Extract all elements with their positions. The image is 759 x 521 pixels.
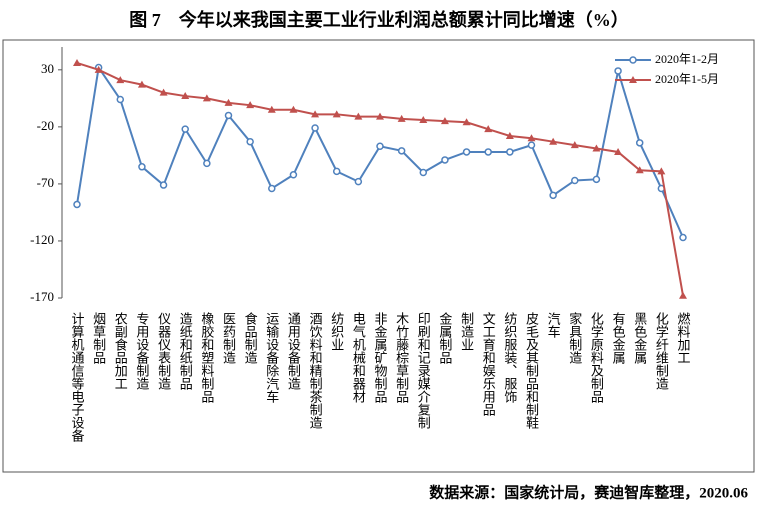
data-point (592, 144, 601, 152)
data-point (549, 137, 558, 145)
data-point (484, 148, 492, 156)
y-tick-label: 30 (41, 61, 54, 76)
data-point (159, 88, 168, 96)
data-point (635, 139, 644, 147)
data-point (614, 147, 623, 155)
data-point (440, 117, 449, 125)
x-tick-label: 橡胶和塑料制品 (199, 312, 214, 403)
data-point (679, 233, 687, 242)
data-point (267, 105, 276, 113)
x-tick-label: 烟草制品 (91, 312, 106, 364)
data-point (505, 131, 514, 139)
data-point (397, 147, 406, 155)
x-tick-label: 燃料加工 (676, 311, 691, 364)
y-tick-label: -20 (37, 118, 54, 133)
data-point (94, 65, 103, 73)
chart-frame (2, 39, 755, 473)
x-tick-label: 制造业 (459, 312, 474, 351)
legend-marker (629, 56, 637, 64)
x-tick-label: 农副食品加工 (113, 312, 128, 390)
y-tick-label: -170 (30, 289, 54, 304)
x-tick-label: 纺织服装、服饰 (502, 312, 517, 403)
data-point (159, 181, 168, 189)
data-point (181, 125, 189, 133)
x-tick-label: 酒饮料和精制茶制造 (308, 312, 323, 430)
x-tick-label: 木竹藤棕草制品 (394, 312, 409, 403)
x-tick-label: 计算机通信等电子设备 (70, 312, 85, 443)
y-tick-label: -70 (37, 175, 54, 190)
data-point (202, 94, 211, 102)
x-tick-label: 造纸和纸制品 (178, 312, 193, 390)
data-point (268, 184, 276, 193)
x-tick-label: 金属制品 (437, 311, 452, 364)
data-point (506, 148, 514, 156)
legend-label: 2020年1-5月 (655, 72, 719, 86)
data-point (571, 176, 579, 185)
data-point (224, 111, 233, 120)
data-point (354, 177, 363, 186)
data-point (527, 134, 536, 142)
data-point (332, 167, 341, 176)
data-point (354, 112, 363, 120)
x-tick-label: 通用设备制造 (286, 312, 301, 391)
x-tick-label: 皮毛及其制品和制鞋 (524, 312, 539, 429)
legend-label: 2020年1-2月 (655, 52, 719, 66)
x-tick-label: 印刷和记录媒介复制 (416, 312, 431, 429)
data-point (289, 105, 298, 113)
x-tick-label: 家具制造 (567, 311, 582, 365)
source-note: 数据来源：国家统计局，赛迪智库整理，2020.06 (429, 483, 748, 501)
data-point (73, 58, 81, 66)
x-tick-label: 化学纤维制造 (654, 312, 669, 391)
data-point (484, 125, 493, 133)
data-point (332, 110, 341, 118)
data-point (289, 171, 298, 179)
x-tick-label: 化学原料及制品 (589, 312, 604, 403)
data-point (203, 159, 211, 168)
data-point (397, 114, 406, 122)
data-point (137, 80, 146, 88)
data-point (181, 92, 190, 100)
data-point (441, 156, 449, 164)
x-tick-label: 黑色金属 (632, 312, 647, 365)
data-point (138, 163, 146, 171)
data-point (73, 200, 81, 209)
data-point (376, 142, 384, 151)
data-point (376, 112, 384, 120)
x-tick-label: 仪器仪表制造 (156, 312, 171, 391)
data-point (224, 98, 233, 106)
x-tick-label: 非金属矿物制品 (373, 312, 388, 403)
data-point (549, 191, 557, 200)
x-tick-label: 专用设备制造 (134, 312, 149, 391)
data-point (592, 175, 601, 184)
data-point (679, 291, 687, 299)
data-point (614, 67, 622, 75)
data-point (635, 166, 644, 174)
data-point (570, 141, 579, 149)
data-point (462, 148, 471, 156)
chart-title: 图 7 今年以来我国主要工业行业利润总额累计同比增速（%） (129, 9, 629, 30)
x-tick-label: 汽车 (546, 312, 561, 338)
y-tick-label: -120 (30, 232, 54, 247)
data-point (527, 141, 536, 149)
data-point (419, 116, 428, 124)
data-point (246, 101, 255, 109)
data-point (311, 124, 319, 132)
x-tick-label: 电气机械和器材 (351, 312, 366, 403)
x-tick-label: 医药制造 (221, 312, 236, 365)
data-point (311, 110, 320, 118)
data-point (116, 76, 125, 84)
x-tick-label: 纺织业 (329, 312, 344, 351)
legend-marker (629, 76, 637, 83)
data-point (246, 137, 254, 146)
data-point (462, 118, 471, 126)
data-point (116, 95, 125, 104)
x-tick-label: 食品制造 (243, 311, 258, 365)
x-tick-label: 文工育和娱乐用品 (481, 312, 496, 416)
x-tick-label: 运输设备除汽车 (264, 312, 279, 403)
x-tick-label: 有色金属 (611, 312, 626, 365)
data-point (419, 168, 428, 177)
data-point (657, 167, 666, 175)
